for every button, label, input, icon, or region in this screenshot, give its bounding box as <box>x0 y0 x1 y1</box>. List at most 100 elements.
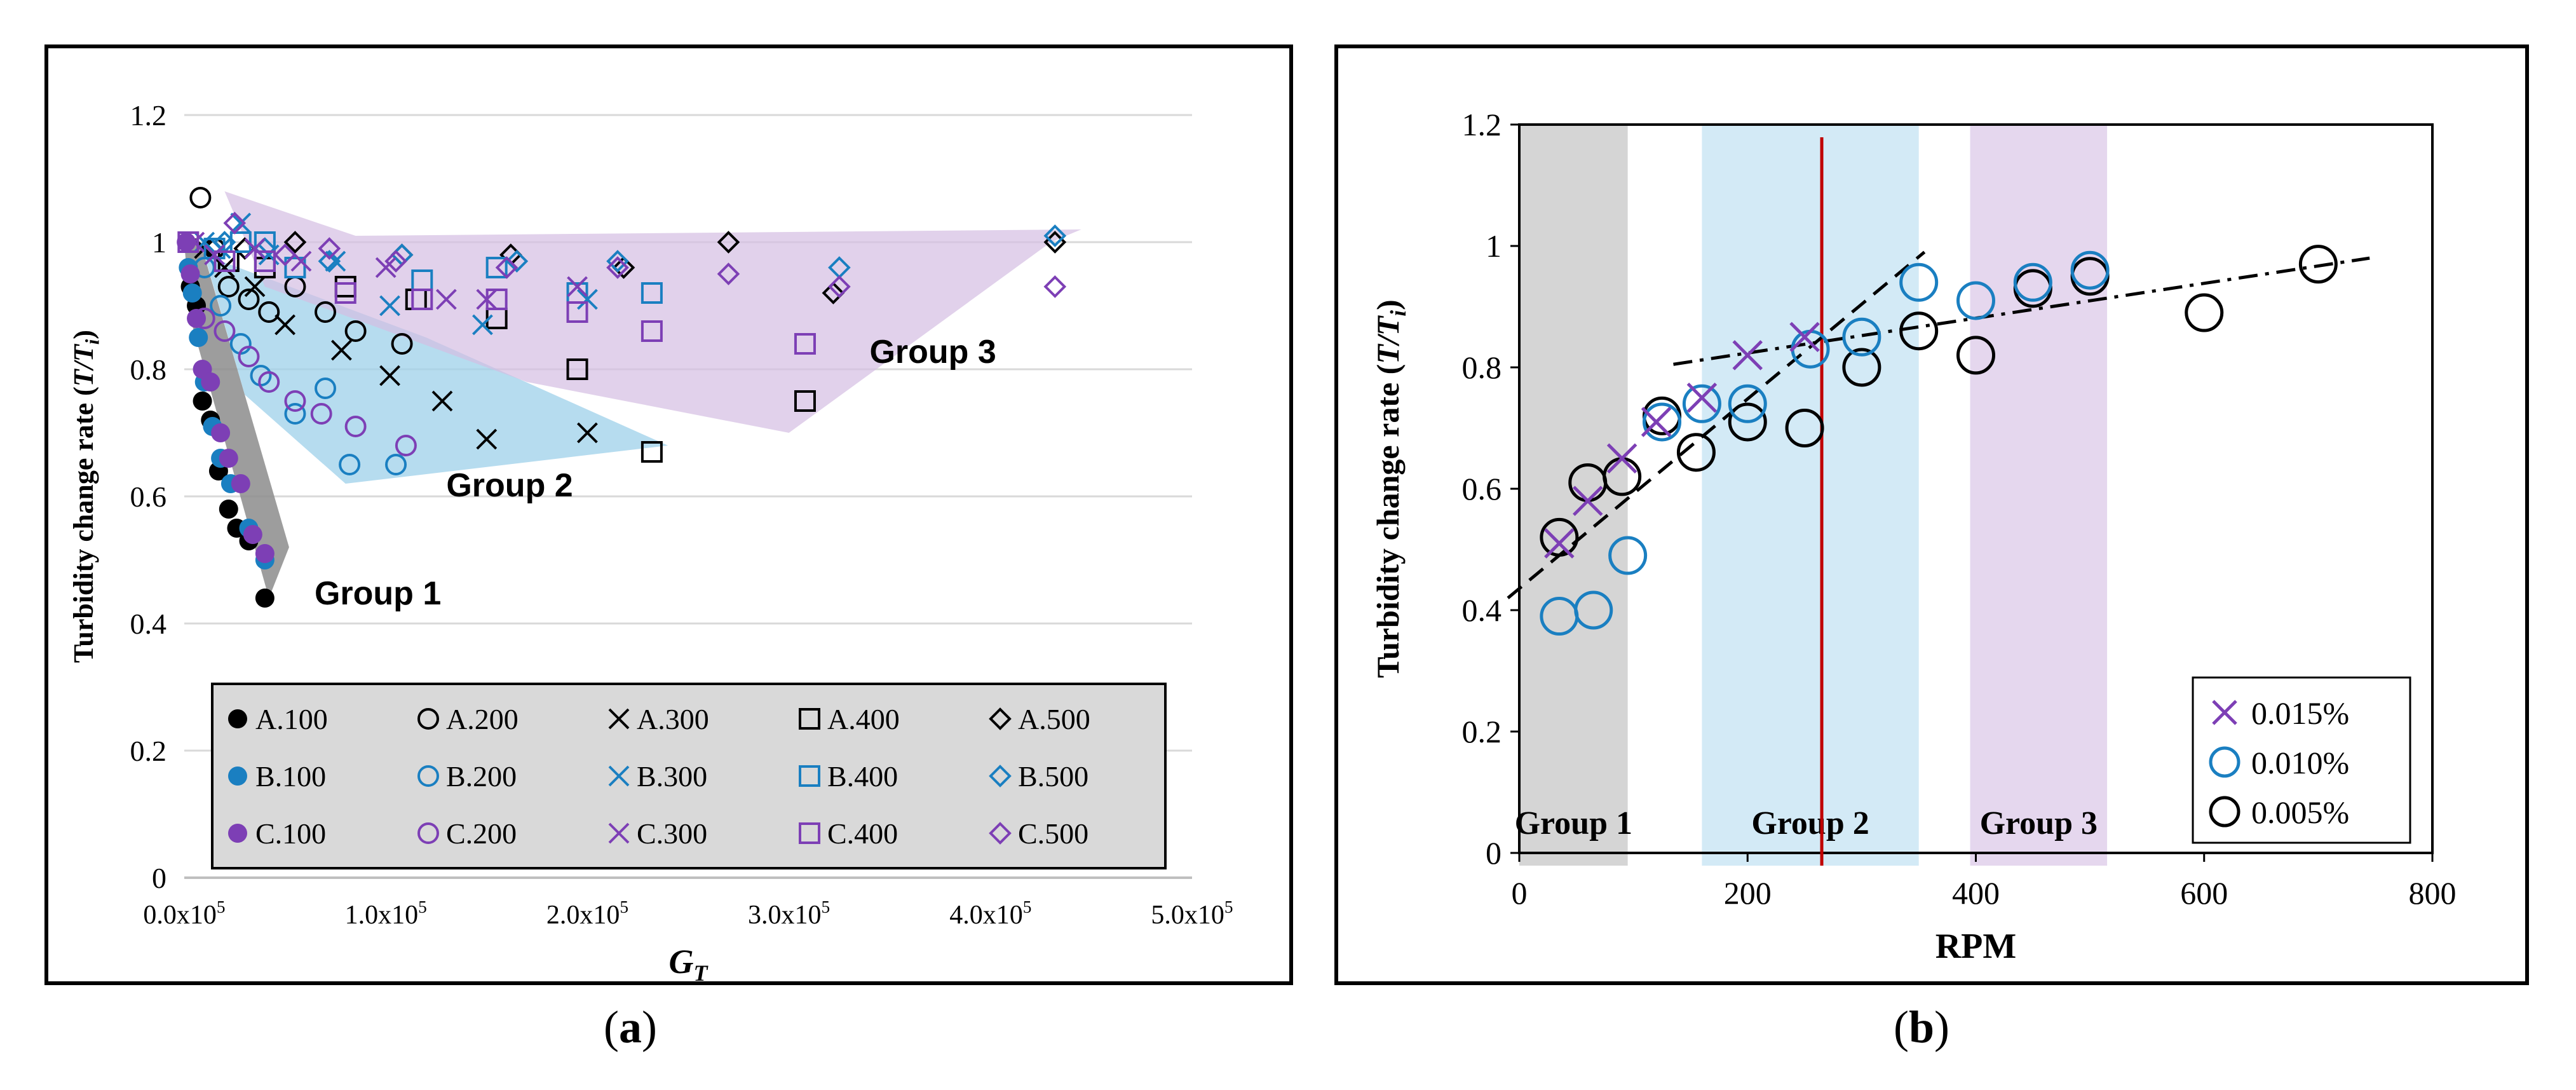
group-band-group-2 <box>1702 125 1919 866</box>
data-point <box>385 454 407 475</box>
group-label-group-2: Group 2 <box>1751 805 1869 841</box>
data-point <box>566 358 588 380</box>
x-tick-label: 200 <box>1724 875 1772 911</box>
data-point <box>284 403 306 425</box>
group-region-group-3 <box>224 191 1081 433</box>
legend-label-b-100: B.100 <box>255 760 326 793</box>
data-point <box>230 212 252 234</box>
legend-label-a-100: A.100 <box>255 703 328 735</box>
legend-marker-b-300 <box>608 765 630 787</box>
data-point <box>794 333 816 355</box>
data-point <box>231 474 250 493</box>
series-0-010 <box>1540 250 2110 636</box>
y-axis-title: Turbidity change rate (T/Ti) <box>68 330 104 663</box>
y-tick-label: 1 <box>1486 228 1502 264</box>
data-point <box>379 295 400 317</box>
legend-label-c-100: C.100 <box>255 817 326 850</box>
legend-label-c-200: C.200 <box>446 817 517 850</box>
legend-label-b-400: B.400 <box>827 760 898 793</box>
series-c-400 <box>177 231 816 355</box>
legend-label-a-400: A.400 <box>827 703 900 735</box>
x-tick-label: 3.0x105 <box>748 897 830 930</box>
data-point <box>576 422 598 444</box>
x-tick-label: 5.0x105 <box>1151 897 1233 930</box>
group-label-group-3: Group 3 <box>1980 805 2098 841</box>
data-point <box>391 333 413 355</box>
data-point <box>717 231 740 254</box>
x-tick-label: 400 <box>1952 875 2000 911</box>
legend-marker-b-200 <box>417 765 439 787</box>
data-point <box>1043 224 1067 247</box>
legend-label-0-005: 0.005% <box>2251 794 2349 830</box>
legend-label-c-500: C.500 <box>1018 817 1088 850</box>
x-tick-label: 1.0x105 <box>345 897 427 930</box>
data-point <box>177 231 200 253</box>
y-tick-label: 1.2 <box>130 99 167 132</box>
legend-label-c-400: C.400 <box>827 817 898 850</box>
y-tick-label: 0.4 <box>1462 592 1502 628</box>
data-point <box>606 250 629 273</box>
data-point <box>1956 281 1995 320</box>
data-point <box>612 256 635 279</box>
x-tick-label: 0 <box>1512 875 1528 911</box>
data-point <box>255 544 275 563</box>
group-region-group-2 <box>204 255 668 484</box>
data-point <box>244 276 266 297</box>
data-point <box>485 289 508 310</box>
data-point <box>283 231 307 254</box>
data-point <box>431 390 453 412</box>
data-point <box>1785 409 1824 447</box>
data-point <box>201 372 220 392</box>
data-point <box>379 365 400 386</box>
legend-label-a-200: A.200 <box>446 703 519 735</box>
x-tick-label: 600 <box>2180 875 2228 911</box>
y-tick-label: 0 <box>1486 835 1502 871</box>
series-c-300 <box>184 231 588 310</box>
legend-marker-0-015 <box>2212 700 2237 725</box>
legend-label-a-500: A.500 <box>1018 703 1090 735</box>
series-b-200 <box>193 257 407 475</box>
data-point <box>217 276 240 297</box>
data-point <box>1608 536 1648 575</box>
data-point <box>223 212 247 235</box>
data-point <box>476 428 498 450</box>
data-point <box>641 320 663 342</box>
x-tick-label: 4.0x105 <box>949 897 1031 930</box>
legend-marker-c-400 <box>799 822 820 844</box>
data-point <box>641 441 663 463</box>
data-point <box>193 392 212 411</box>
data-point <box>1686 382 1718 413</box>
data-point <box>189 187 212 208</box>
legend-label-b-500: B.500 <box>1018 760 1088 793</box>
x-tick-label: 800 <box>2409 875 2457 911</box>
chart-b-svg: Group 1 Group 2 Group 3 0 0.2 0.4 0.6 0.8 1 1.2 0 2… <box>1370 107 2457 966</box>
data-point <box>310 403 332 425</box>
data-point <box>255 589 275 608</box>
series-c-100 <box>177 233 275 563</box>
data-point <box>2070 250 2110 290</box>
series-a-200 <box>189 187 413 355</box>
data-point <box>187 309 207 328</box>
y-tick-label: 0 <box>152 862 166 894</box>
y-axis-title: Turbidity change rate (T/Ti) <box>1370 299 1411 678</box>
data-point <box>1606 443 1637 474</box>
legend-label-b-200: B.200 <box>446 760 517 793</box>
data-point <box>189 328 208 347</box>
data-point <box>258 301 280 323</box>
legend-marker-a-200 <box>417 708 439 730</box>
legend-label-c-300: C.300 <box>637 817 707 850</box>
data-point <box>273 243 297 266</box>
data-point <box>505 250 529 273</box>
x-axis-title: RPM <box>1935 927 2017 966</box>
data-point <box>1899 262 1939 302</box>
series-0-015 <box>1544 322 1820 559</box>
legend-marker-c-300 <box>608 822 630 844</box>
group-label-group-1: Group 1 <box>315 575 441 612</box>
data-point <box>485 257 508 278</box>
legend-marker-a-500 <box>989 707 1012 730</box>
data-point <box>182 283 202 303</box>
legend-marker-b-400 <box>799 765 820 787</box>
data-point <box>1043 275 1067 298</box>
legend-marker-a-400 <box>799 708 820 730</box>
data-point <box>211 423 231 442</box>
